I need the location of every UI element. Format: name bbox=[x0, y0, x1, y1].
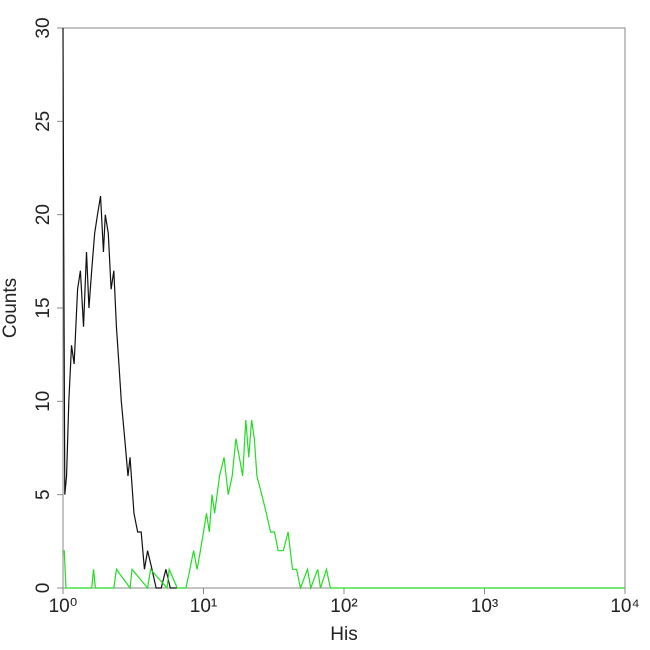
y-tick-label: 30 bbox=[33, 17, 54, 38]
x-tick-label: 10³ bbox=[471, 596, 498, 617]
y-tick-label: 5 bbox=[33, 489, 54, 500]
histogram-line bbox=[63, 419, 625, 591]
y-tick-label: 25 bbox=[33, 111, 54, 132]
x-tick-label: 10¹ bbox=[190, 596, 217, 617]
y-tick-label: 15 bbox=[33, 297, 54, 318]
x-tick-label: 10⁴ bbox=[610, 596, 639, 617]
x-axis-label: His bbox=[330, 624, 357, 645]
y-axis-label: Counts bbox=[0, 278, 21, 338]
x-tick-label: 10⁰ bbox=[49, 596, 78, 617]
y-tick-label: 10 bbox=[33, 391, 54, 412]
y-tick-label: 0 bbox=[33, 583, 54, 594]
x-tick-label: 10² bbox=[330, 596, 357, 617]
histogram-line bbox=[62, 27, 178, 589]
y-tick-label: 20 bbox=[33, 204, 54, 225]
plot-frame bbox=[62, 27, 626, 589]
